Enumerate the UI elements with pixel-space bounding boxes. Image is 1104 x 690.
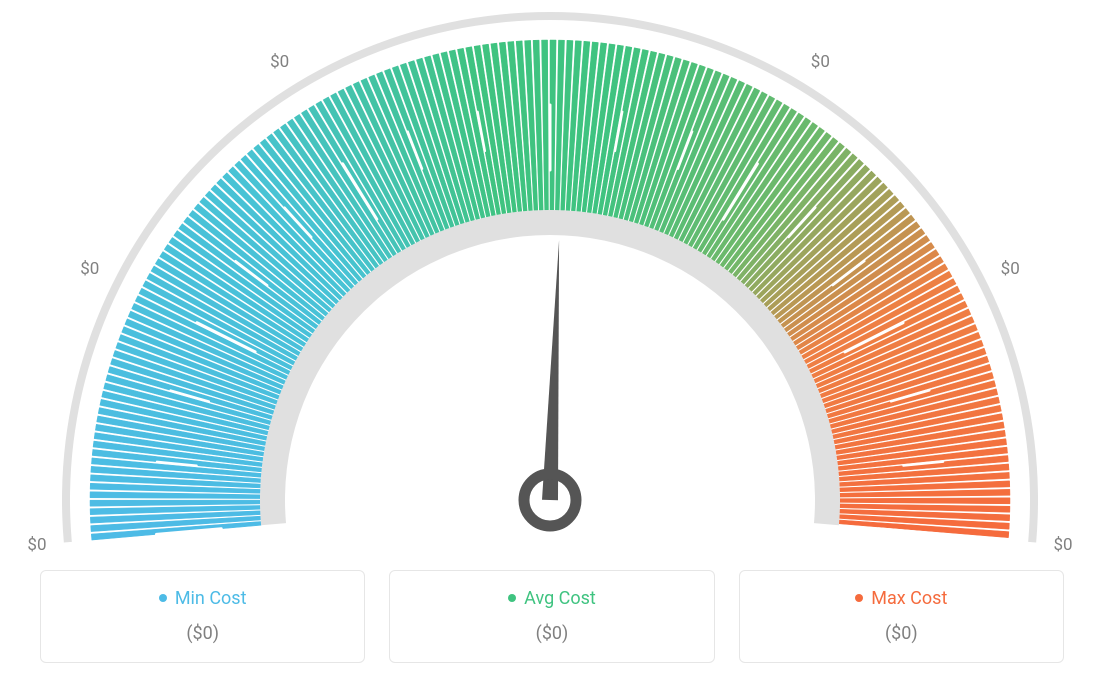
legend-dot-min [159,594,167,602]
gauge-tick-label: $0 [811,52,830,72]
gauge-tick-label: $0 [1001,259,1020,279]
legend-title-min: Min Cost [159,588,247,609]
gauge-tick-label: $0 [1053,535,1072,555]
legend-row: Min Cost ($0) Avg Cost ($0) Max Cost ($0… [0,570,1104,663]
gauge-chart: $0$0$0$0$0$0$0 [0,0,1104,560]
gauge-tick-label: $0 [27,535,46,555]
legend-label-max: Max Cost [871,588,947,609]
legend-value-avg: ($0) [390,623,713,644]
gauge-tick-label: $0 [270,52,289,72]
legend-card-min: Min Cost ($0) [40,570,365,663]
legend-dot-avg [508,594,516,602]
legend-label-avg: Avg Cost [524,588,596,609]
legend-dot-max [855,594,863,602]
legend-card-max: Max Cost ($0) [739,570,1064,663]
legend-title-max: Max Cost [855,588,947,609]
legend-label-min: Min Cost [175,588,247,609]
legend-value-max: ($0) [740,623,1063,644]
legend-title-avg: Avg Cost [508,588,596,609]
legend-card-avg: Avg Cost ($0) [389,570,714,663]
gauge-svg [0,0,1104,560]
legend-value-min: ($0) [41,623,364,644]
gauge-tick-label: $0 [80,259,99,279]
